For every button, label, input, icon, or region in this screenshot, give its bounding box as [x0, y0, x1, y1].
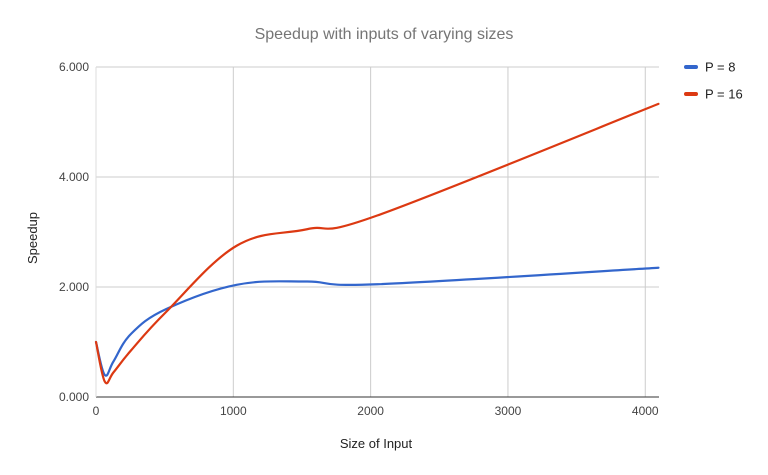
axes	[95, 67, 659, 398]
x-tick-label: 2000	[357, 404, 384, 418]
y-tick-label: 0.000	[59, 390, 89, 404]
tick-labels: 0.000 2.000 4.000 6.000 0 1000 2000 3000 4000	[59, 60, 659, 418]
y-tick-label: 6.000	[59, 60, 89, 74]
x-axis-label: Size of Input	[340, 436, 413, 451]
y-axis-label: Speedup	[25, 212, 40, 264]
legend-label: P = 8	[705, 60, 735, 75]
x-tick-label: 4000	[632, 404, 659, 418]
chart-title: Speedup with inputs of varying sizes	[255, 26, 514, 43]
y-tick-label: 4.000	[59, 170, 89, 184]
legend-label: P = 16	[705, 87, 743, 102]
x-tick-label: 0	[93, 404, 100, 418]
series-lines	[94, 102, 660, 385]
series-line-p8	[94, 266, 660, 377]
series-line-p16	[94, 102, 660, 385]
grid-lines	[96, 66, 659, 397]
legend: P = 8 P = 16	[684, 60, 743, 102]
y-tick-label: 2.000	[59, 280, 89, 294]
x-tick-label: 3000	[495, 404, 522, 418]
x-tick-label: 1000	[220, 404, 247, 418]
